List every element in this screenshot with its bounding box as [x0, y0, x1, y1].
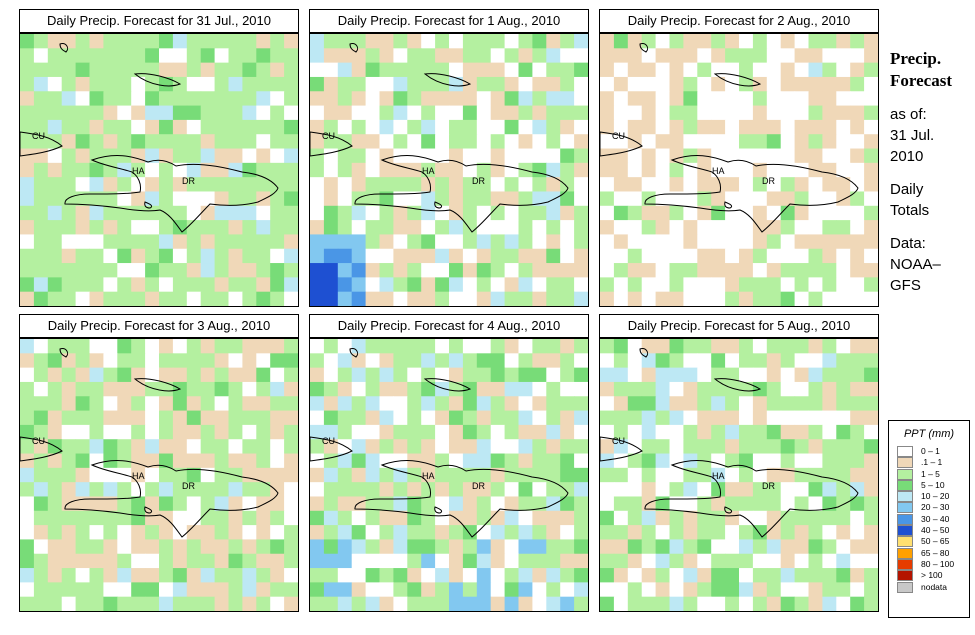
- legend-label: 50 – 65: [921, 536, 950, 547]
- legend-label: 40 – 50: [921, 525, 950, 536]
- legend-label: 30 – 40: [921, 513, 950, 524]
- forecast-panel-jul31: Daily Precip. Forecast for 31 Jul., 2010…: [19, 9, 299, 307]
- precip-grid-svg: CU HA DR: [600, 339, 878, 611]
- asof-date-line2: 2010: [890, 148, 924, 165]
- legend-label: 80 – 100: [921, 558, 955, 569]
- precip-grid-svg: CU HA DR: [600, 34, 878, 306]
- info-title-line2: Forecast: [890, 71, 952, 90]
- legend-item: 50 – 65: [889, 536, 969, 548]
- forecast-panel-aug1: Daily Precip. Forecast for 1 Aug., 2010 …: [309, 9, 589, 307]
- legend-item: 20 – 30: [889, 502, 969, 514]
- precip-grid-svg: CU HA DR: [310, 34, 588, 306]
- legend-swatch: [897, 457, 913, 469]
- country-label: CU: [612, 436, 625, 446]
- precip-grid-svg: CU HA DR: [20, 339, 298, 611]
- country-label: CU: [32, 131, 45, 141]
- legend-label: nodata: [921, 581, 947, 592]
- country-label: DR: [472, 481, 485, 491]
- legend-title: PPT (mm): [903, 428, 955, 440]
- country-label: DR: [472, 176, 485, 186]
- panel-title: Daily Precip. Forecast for 3 Aug., 2010: [19, 314, 299, 338]
- legend-swatch: [897, 502, 913, 514]
- legend-item: 10 – 20: [889, 491, 969, 503]
- data-source-line2: GFS: [890, 277, 921, 294]
- legend-item: 0 – 1: [889, 446, 969, 457]
- panel-title: Daily Precip. Forecast for 31 Jul., 2010: [19, 9, 299, 33]
- precip-grid-svg: CU HA DR: [20, 34, 298, 306]
- totals-line1: Daily: [890, 181, 924, 198]
- country-label: HA: [422, 471, 435, 481]
- forecast-panel-aug3: Daily Precip. Forecast for 3 Aug., 2010 …: [19, 314, 299, 612]
- panel-title: Daily Precip. Forecast for 4 Aug., 2010: [309, 314, 589, 338]
- country-label: CU: [322, 131, 335, 141]
- panel-title: Daily Precip. Forecast for 5 Aug., 2010: [599, 314, 879, 338]
- legend-item: 65 – 80: [889, 547, 969, 559]
- legend-label: 65 – 80: [921, 547, 950, 558]
- precip-grid-svg: CU HA DR: [310, 339, 588, 611]
- legend-swatch: [897, 547, 913, 559]
- data-label: Data:: [890, 235, 926, 252]
- country-label: DR: [762, 176, 775, 186]
- legend-swatch: [897, 525, 913, 537]
- country-label: CU: [32, 436, 45, 446]
- legend-item: 30 – 40: [889, 513, 969, 525]
- precip-map: CU HA DR: [599, 33, 879, 307]
- legend-label: 20 – 30: [921, 502, 950, 513]
- country-label: DR: [182, 176, 195, 186]
- totals-line2: Totals: [890, 202, 930, 219]
- legend-label: 5 – 10: [921, 479, 945, 490]
- legend-item: 5 – 10: [889, 479, 969, 491]
- legend-swatch: [897, 570, 913, 582]
- asof-date-line1: 31 Jul.: [890, 127, 935, 144]
- forecast-panel-aug4: Daily Precip. Forecast for 4 Aug., 2010 …: [309, 314, 589, 612]
- legend-swatch: [897, 558, 913, 570]
- legend-swatch: [897, 581, 913, 593]
- legend-swatch: [897, 491, 913, 503]
- legend-label: 1 – 5: [921, 468, 940, 479]
- forecast-panel-aug5: Daily Precip. Forecast for 5 Aug., 2010 …: [599, 314, 879, 612]
- legend-swatch: [897, 446, 913, 457]
- legend-swatch: [897, 536, 913, 548]
- panel-title: Daily Precip. Forecast for 2 Aug., 2010: [599, 9, 879, 33]
- asof-label: as of:: [890, 106, 927, 123]
- legend-item: 1 – 5: [889, 468, 969, 480]
- panel-title: Daily Precip. Forecast for 1 Aug., 2010: [309, 9, 589, 33]
- country-label: HA: [712, 471, 725, 481]
- legend-item: .1 – 1: [889, 457, 969, 469]
- legend-item: nodata: [889, 581, 969, 593]
- precip-map: CU HA DR: [19, 33, 299, 307]
- country-label: HA: [712, 166, 725, 176]
- forecast-info: Precip. Forecast as of: 31 Jul. 2010 Dai…: [890, 48, 972, 296]
- data-source-line1: NOAA–: [890, 256, 941, 273]
- legend-label: 0 – 1: [921, 446, 940, 456]
- country-label: HA: [132, 471, 145, 481]
- country-label: HA: [132, 166, 145, 176]
- info-title-line1: Precip.: [890, 49, 942, 68]
- country-label: CU: [612, 131, 625, 141]
- legend-item: 40 – 50: [889, 525, 969, 537]
- precip-map: CU HA DR: [599, 338, 879, 612]
- precip-map: CU HA DR: [309, 33, 589, 307]
- legend-swatch: [897, 513, 913, 525]
- country-label: CU: [322, 436, 335, 446]
- country-label: DR: [182, 481, 195, 491]
- legend-label: 10 – 20: [921, 491, 950, 502]
- legend-item: 80 – 100: [889, 558, 969, 570]
- forecast-panel-aug2: Daily Precip. Forecast for 2 Aug., 2010 …: [599, 9, 879, 307]
- legend-swatch: [897, 468, 913, 480]
- legend-item: > 100: [889, 570, 969, 582]
- legend-swatch: [897, 479, 913, 491]
- country-label: DR: [762, 481, 775, 491]
- precip-map: CU HA DR: [19, 338, 299, 612]
- legend-label: .1 – 1: [921, 457, 943, 468]
- precip-map: CU HA DR: [309, 338, 589, 612]
- country-label: HA: [422, 166, 435, 176]
- legend-label: > 100: [921, 570, 943, 581]
